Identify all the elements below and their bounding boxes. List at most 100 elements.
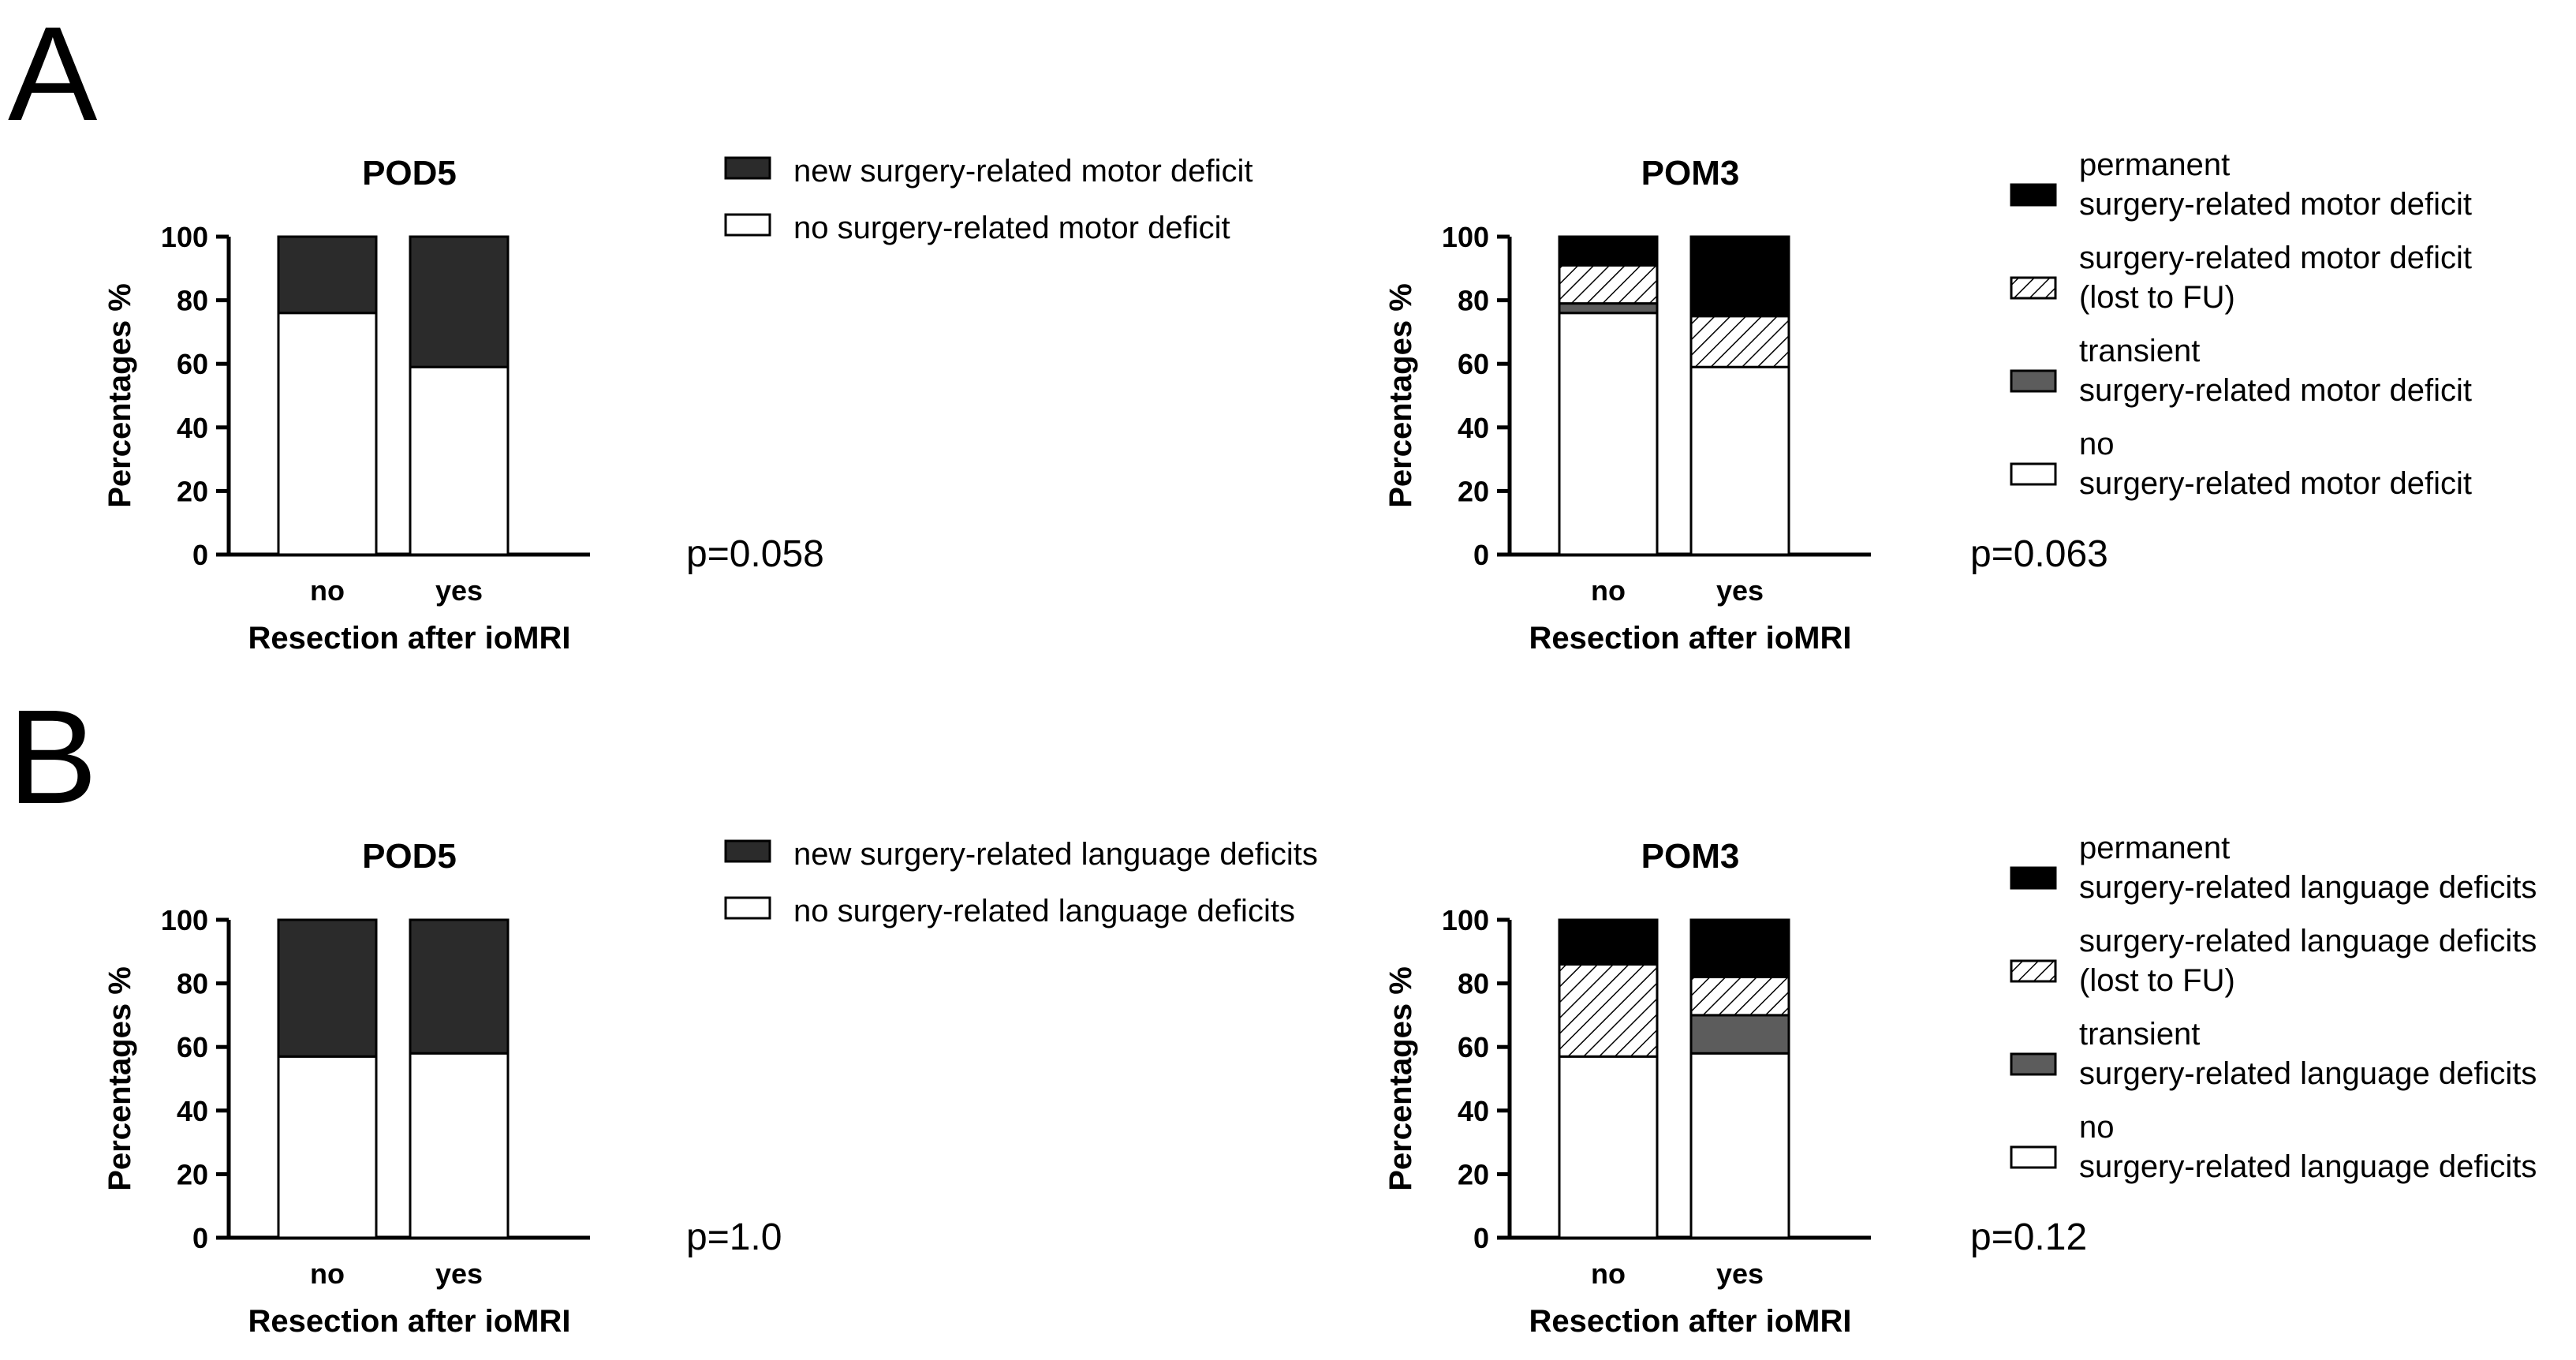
y-tick-label: 20 [1458, 1158, 1489, 1190]
bar-segment [277, 918, 378, 1058]
bar-segment [1558, 918, 1659, 966]
y-tick-label: 80 [1458, 968, 1489, 1000]
x-tick-label: yes [1716, 1257, 1764, 1290]
y-tick-label: 60 [1458, 1031, 1489, 1063]
bar-segment [277, 1055, 378, 1239]
legend-label: (lost to FU) [2079, 280, 2235, 315]
legend-label: no [2079, 1110, 2115, 1145]
y-tick-label: 0 [1473, 1222, 1489, 1254]
legend-label: surgery-related language deficits [2079, 1149, 2537, 1184]
bar-segment [1558, 302, 1659, 315]
x-tick-label: no [310, 1257, 345, 1290]
p-value: p=0.063 [1970, 533, 2108, 575]
y-tick-label: 100 [161, 904, 208, 936]
panel-letter: B [8, 682, 97, 832]
bar-segment [409, 235, 510, 368]
bar-segment [1689, 1052, 1790, 1239]
chart-title: POM3 [1641, 837, 1740, 876]
y-tick-label: 80 [177, 285, 208, 317]
legend-swatch [2010, 369, 2057, 393]
legend-swatch [2010, 866, 2057, 890]
legend-label: transient [2079, 334, 2200, 368]
y-tick-label: 80 [177, 968, 208, 1000]
y-axis-title: Percentages % [103, 283, 137, 508]
bar-segment [277, 235, 378, 315]
y-tick-label: 60 [1458, 348, 1489, 380]
chart-title: POM3 [1641, 154, 1740, 192]
legend-label: (lost to FU) [2079, 963, 2235, 998]
chart-a-pod5: POD5 0 20 40 60 80 100 Percentages % no yes Resect… [103, 154, 824, 656]
legend-label: surgery-related motor deficit [2079, 187, 2472, 222]
y-tick-label: 40 [177, 1095, 208, 1127]
legend: permanent surgery-related motor deficit su… [2010, 148, 2472, 501]
legend-swatch [724, 896, 771, 920]
legend-swatch [2010, 276, 2057, 300]
y-tick-label: 0 [192, 1222, 208, 1254]
x-tick-label: yes [435, 574, 483, 607]
bar-segment [1558, 312, 1659, 556]
legend-swatch [2010, 1052, 2057, 1076]
x-tick-label: no [1591, 1257, 1626, 1290]
y-tick-label: 40 [1458, 1095, 1489, 1127]
x-axis-title: Resection after ioMRI [1529, 621, 1852, 656]
chart-title: POD5 [362, 837, 457, 876]
bar-segment [409, 365, 510, 556]
x-tick-label: no [310, 574, 345, 607]
y-tick-label: 20 [177, 475, 208, 507]
legend-label: permanent [2079, 831, 2230, 865]
chart-a-pom3: POM3 0 20 40 60 80 100 Percentages % no yes Resect… [1383, 154, 2108, 656]
legend-label: surgery-related language deficits [2079, 924, 2537, 958]
bar-segment [1689, 1014, 1790, 1055]
bar-segment [1558, 962, 1659, 1058]
legend-swatch [724, 213, 771, 237]
y-tick-label: 20 [1458, 475, 1489, 507]
y-tick-label: 60 [177, 1031, 208, 1063]
legend-label: permanent [2079, 148, 2230, 182]
y-tick-label: 60 [177, 348, 208, 380]
legend: new surgery-related language deficits no … [724, 837, 1318, 928]
y-tick-label: 80 [1458, 285, 1489, 317]
x-tick-label: yes [435, 1257, 483, 1290]
y-tick-label: 40 [1458, 412, 1489, 444]
legend-label: surgery-related motor deficit [2079, 241, 2472, 275]
legend: new surgery-related motor deficit no surg… [724, 154, 1253, 245]
bar-segment [1558, 263, 1659, 305]
legend-label: surgery-related language deficits [2079, 1056, 2537, 1091]
bar-segment [409, 918, 510, 1055]
legend-label: no [2079, 427, 2115, 461]
x-axis-title: Resection after ioMRI [1529, 1304, 1852, 1339]
bar-segment [409, 1052, 510, 1239]
bar-segment [1689, 235, 1790, 318]
y-tick-label: 20 [177, 1158, 208, 1190]
y-tick-label: 100 [161, 221, 208, 253]
legend-swatch [2010, 959, 2057, 983]
legend-label: new surgery-related motor deficit [793, 154, 1253, 189]
y-tick-label: 100 [1442, 904, 1489, 936]
bar-segment [1689, 976, 1790, 1017]
legend: permanent surgery-related language defici… [2010, 831, 2537, 1184]
x-tick-label: yes [1716, 574, 1764, 607]
chart-title: POD5 [362, 154, 457, 192]
p-value: p=0.058 [686, 533, 824, 575]
y-axis-title: Percentages % [103, 966, 137, 1191]
y-tick-label: 0 [1473, 539, 1489, 571]
legend-swatch [724, 839, 771, 863]
chart-b-pod5: POD5 0 20 40 60 80 100 Percentages % no yes Resect… [103, 837, 782, 1339]
p-value: p=0.12 [1970, 1216, 2087, 1258]
x-axis-title: Resection after ioMRI [248, 621, 571, 656]
legend-label: transient [2079, 1017, 2200, 1052]
legend-label: new surgery-related language deficits [793, 837, 1318, 872]
legend-swatch [724, 156, 771, 180]
legend-swatch [2010, 183, 2057, 207]
bar-segment [1558, 235, 1659, 267]
y-tick-label: 0 [192, 539, 208, 571]
y-axis-title: Percentages % [1383, 966, 1418, 1191]
y-tick-label: 40 [177, 412, 208, 444]
legend-label: surgery-related motor deficit [2079, 466, 2472, 501]
legend-label: surgery-related motor deficit [2079, 373, 2472, 408]
bar-segment [1689, 315, 1790, 368]
chart-b-pom3: POM3 0 20 40 60 80 100 Percentages % no yes Resect… [1383, 837, 2087, 1339]
x-axis-title: Resection after ioMRI [248, 1304, 571, 1339]
bar-segment [1689, 918, 1790, 979]
